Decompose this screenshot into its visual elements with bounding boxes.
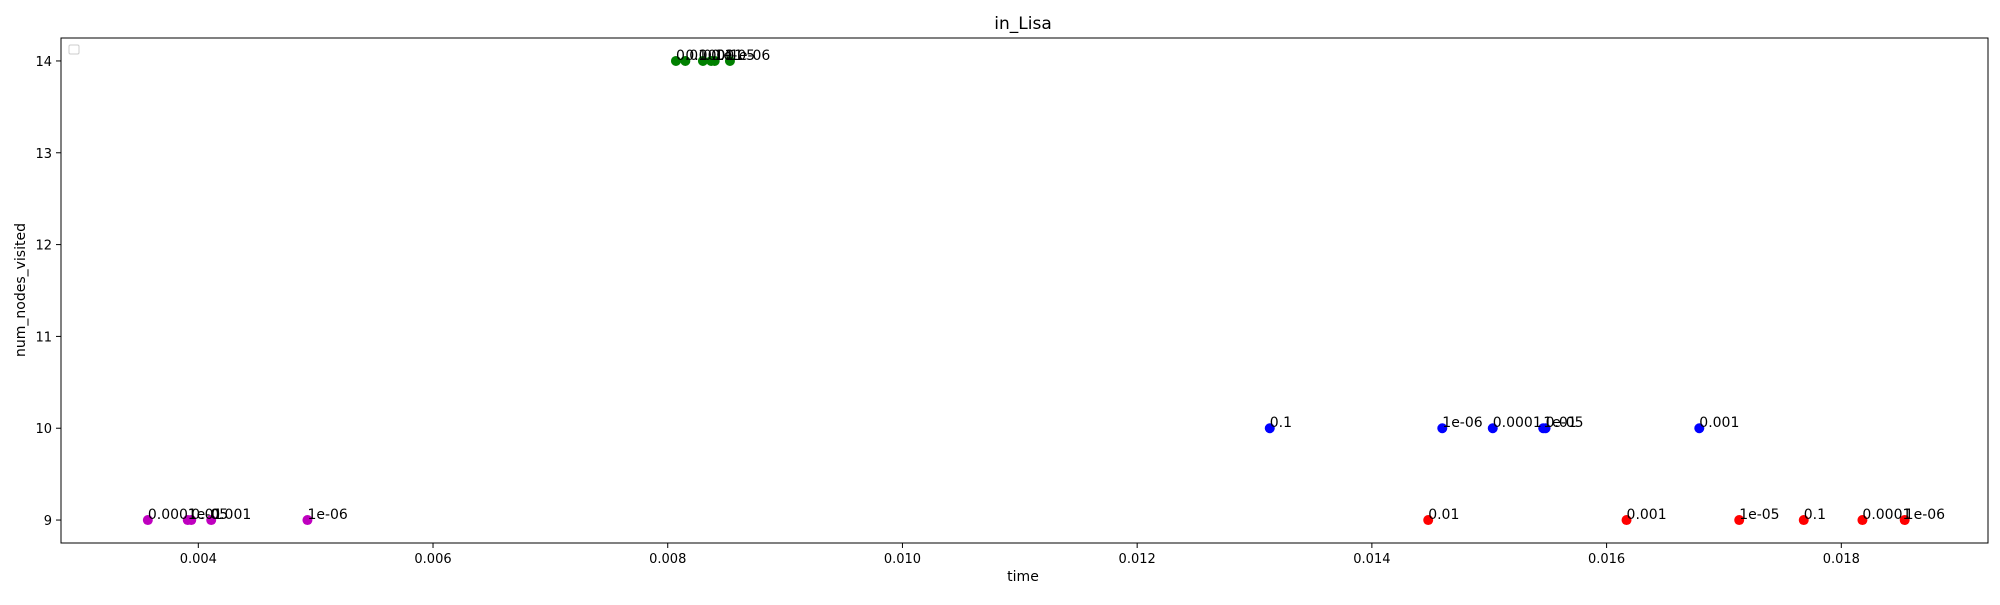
data-point-label: 0.0001 (1862, 507, 1911, 523)
data-point-label: 0.001 (1627, 507, 1667, 523)
x-tick-label: 0.018 (1823, 552, 1860, 567)
chart-title: in_Lisa (994, 14, 1051, 34)
data-point (1734, 515, 1745, 526)
x-tick-label: 0.010 (884, 552, 921, 567)
series-blue: 0.1 1e-06 0.0001 1e-050.01 0.001 (1264, 415, 1739, 434)
data-point-label: 1e-06 (730, 48, 770, 64)
data-point (1694, 423, 1705, 434)
data-point (1857, 515, 1868, 526)
data-point-label: 0.001 (1699, 415, 1739, 431)
data-point (1437, 423, 1448, 434)
data-point (1423, 515, 1434, 526)
data-point-label: 0.001 (703, 48, 743, 64)
data-point-label: 1e-05 (188, 507, 228, 523)
data-point-label: 0.1 (711, 48, 733, 64)
x-axis-label: time (1007, 569, 1039, 585)
y-tick-label: 13 (35, 147, 52, 162)
data-point (697, 55, 708, 66)
data-point-label: 0.001 (211, 507, 251, 523)
data-point (206, 515, 217, 526)
data-point (1899, 515, 1910, 526)
data-point (302, 515, 313, 526)
data-point-label: 0.01 (1428, 507, 1459, 523)
y-axis-label: num_nodes_visited (13, 223, 29, 357)
data-point-label: 1e-06 (1442, 415, 1482, 431)
data-point-label: 0.0001 (148, 507, 197, 523)
legend-box (68, 44, 80, 55)
data-point (142, 515, 153, 526)
data-point (1487, 423, 1498, 434)
y-axis: 9 10 11 12 13 14 (35, 55, 61, 529)
x-tick-label: 0.014 (1353, 552, 1390, 567)
y-tick-label: 11 (35, 330, 52, 345)
data-point-label: 1e-06 (1905, 507, 1945, 523)
data-point (1621, 515, 1632, 526)
data-point-label: 0.0001 (685, 48, 734, 64)
data-point-label: 0.01 (1546, 415, 1577, 431)
x-tick-label: 0.012 (1119, 552, 1156, 567)
data-point-label: 0.01 (676, 48, 707, 64)
data-point (1798, 515, 1809, 526)
x-tick-label: 0.016 (1588, 552, 1625, 567)
x-tick-label: 0.008 (649, 552, 686, 567)
data-point (709, 55, 720, 66)
data-point (670, 55, 681, 66)
data-point (1264, 423, 1275, 434)
data-point-label: 1e-05 (1543, 415, 1583, 431)
data-point-label: 0.01 (191, 507, 222, 523)
data-point-label: 0.0001 (1493, 415, 1542, 431)
data-point (1540, 423, 1551, 434)
data-point-label: 0.1 (1270, 415, 1292, 431)
data-point (186, 515, 197, 526)
y-tick-label: 10 (35, 422, 52, 437)
x-tick-label: 0.006 (414, 552, 451, 567)
y-tick-label: 9 (44, 514, 52, 529)
data-point (680, 55, 691, 66)
x-axis: 0.004 0.006 0.008 0.010 0.012 0.014 0.016 0.018 (180, 543, 1860, 567)
x-tick-label: 0.004 (180, 552, 217, 567)
data-point-label: 1e-05 (1739, 507, 1779, 523)
y-tick-label: 14 (35, 55, 52, 70)
y-tick-label: 12 (35, 239, 52, 254)
plot-frame (60, 37, 1989, 544)
data-point-label: 1e-05 (715, 48, 755, 64)
data-point-label: 1e-06 (307, 507, 347, 523)
data-point (724, 55, 735, 66)
data-point-label: 0.1 (1804, 507, 1826, 523)
